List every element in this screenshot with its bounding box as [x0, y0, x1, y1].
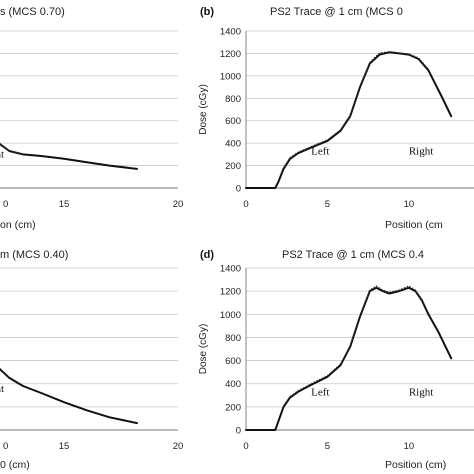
x-tick-label: 0: [3, 441, 8, 452]
calculated-series-line: [245, 286, 453, 431]
y-tick-label: 200: [225, 161, 241, 172]
measured-series-line: [0, 143, 24, 155]
y-tick-label: 600: [225, 356, 241, 367]
annotation-label: Left: [311, 145, 329, 157]
y-tick-label: 800: [225, 94, 241, 105]
measured-series-line: [0, 367, 10, 378]
chart-panel: 0 200 400 600 800 1000 1200 1400 0 5 10 Dose (cGy) P…: [198, 6, 474, 231]
y-tick-label: 600: [225, 116, 241, 127]
y-tick-label: 200: [225, 402, 241, 413]
x-tick-label: 0: [243, 199, 248, 210]
y-tick-label: 400: [225, 379, 241, 390]
chart-panel: 0 15 20 0 (cm) m (MCS 0.40) Right: [0, 249, 183, 471]
x-tick-label: 10: [404, 199, 415, 210]
calculated-series-line: [0, 142, 138, 170]
x-axis-title: Position (cm: [385, 219, 443, 231]
y-tick-label: 800: [225, 333, 241, 344]
y-tick-label: 400: [225, 139, 241, 150]
y-tick-label: 1200: [220, 287, 241, 298]
y-tick-label: 0: [236, 184, 241, 195]
calculated-series-line: [0, 367, 138, 425]
y-axis-title: Dose (cGy): [198, 324, 209, 375]
x-tick-label: 5: [325, 441, 330, 452]
y-tick-label: 0: [236, 426, 241, 437]
chart-panel: 0 200 400 600 800 1000 1200 1400 0 5 10 Dose (cGy) P…: [198, 249, 474, 471]
x-axis-title: 0 (cm): [0, 459, 30, 471]
annotation-label: Right: [0, 383, 4, 395]
chart-title: PS2 Trace @ 1 cm (MCS 0.4: [282, 249, 424, 261]
annotation-label: Left: [311, 386, 329, 398]
x-axis-title: on (cm): [0, 219, 36, 231]
y-tick-label: 1000: [220, 310, 241, 321]
x-tick-label: 15: [59, 441, 70, 452]
chart-title: s (MCS 0.70): [0, 6, 65, 18]
x-tick-label: 20: [173, 199, 184, 210]
y-tick-label: 1400: [220, 27, 241, 38]
y-tick-label: 1200: [220, 49, 241, 60]
y-axis-title: Dose (cGy): [198, 84, 209, 135]
x-tick-label: 5: [325, 199, 330, 210]
annotation-label: Right: [409, 145, 433, 157]
y-tick-label: 1000: [220, 71, 241, 82]
x-tick-label: 0: [3, 199, 8, 210]
measured-series-line: [283, 285, 429, 407]
chart-title: PS2 Trace @ 1 cm (MCS 0: [270, 6, 403, 18]
panel-letter: (d): [200, 249, 214, 261]
calculated-series-line: [245, 51, 453, 189]
panel-letter: (b): [200, 6, 214, 18]
x-tick-label: 10: [404, 441, 415, 452]
x-tick-label: 15: [59, 199, 70, 210]
x-tick-label: 20: [173, 441, 184, 452]
y-tick-label: 1400: [220, 264, 241, 275]
chart-panel: 0 15 20 on (cm) s (MCS 0.70) Right: [0, 6, 183, 231]
annotation-label: Right: [409, 386, 433, 398]
measured-series-line: [283, 51, 429, 169]
x-tick-label: 0: [243, 441, 248, 452]
chart-title: m (MCS 0.40): [0, 249, 68, 261]
annotation-label: Right: [0, 149, 4, 161]
x-axis-title: Position (cm): [385, 459, 446, 471]
